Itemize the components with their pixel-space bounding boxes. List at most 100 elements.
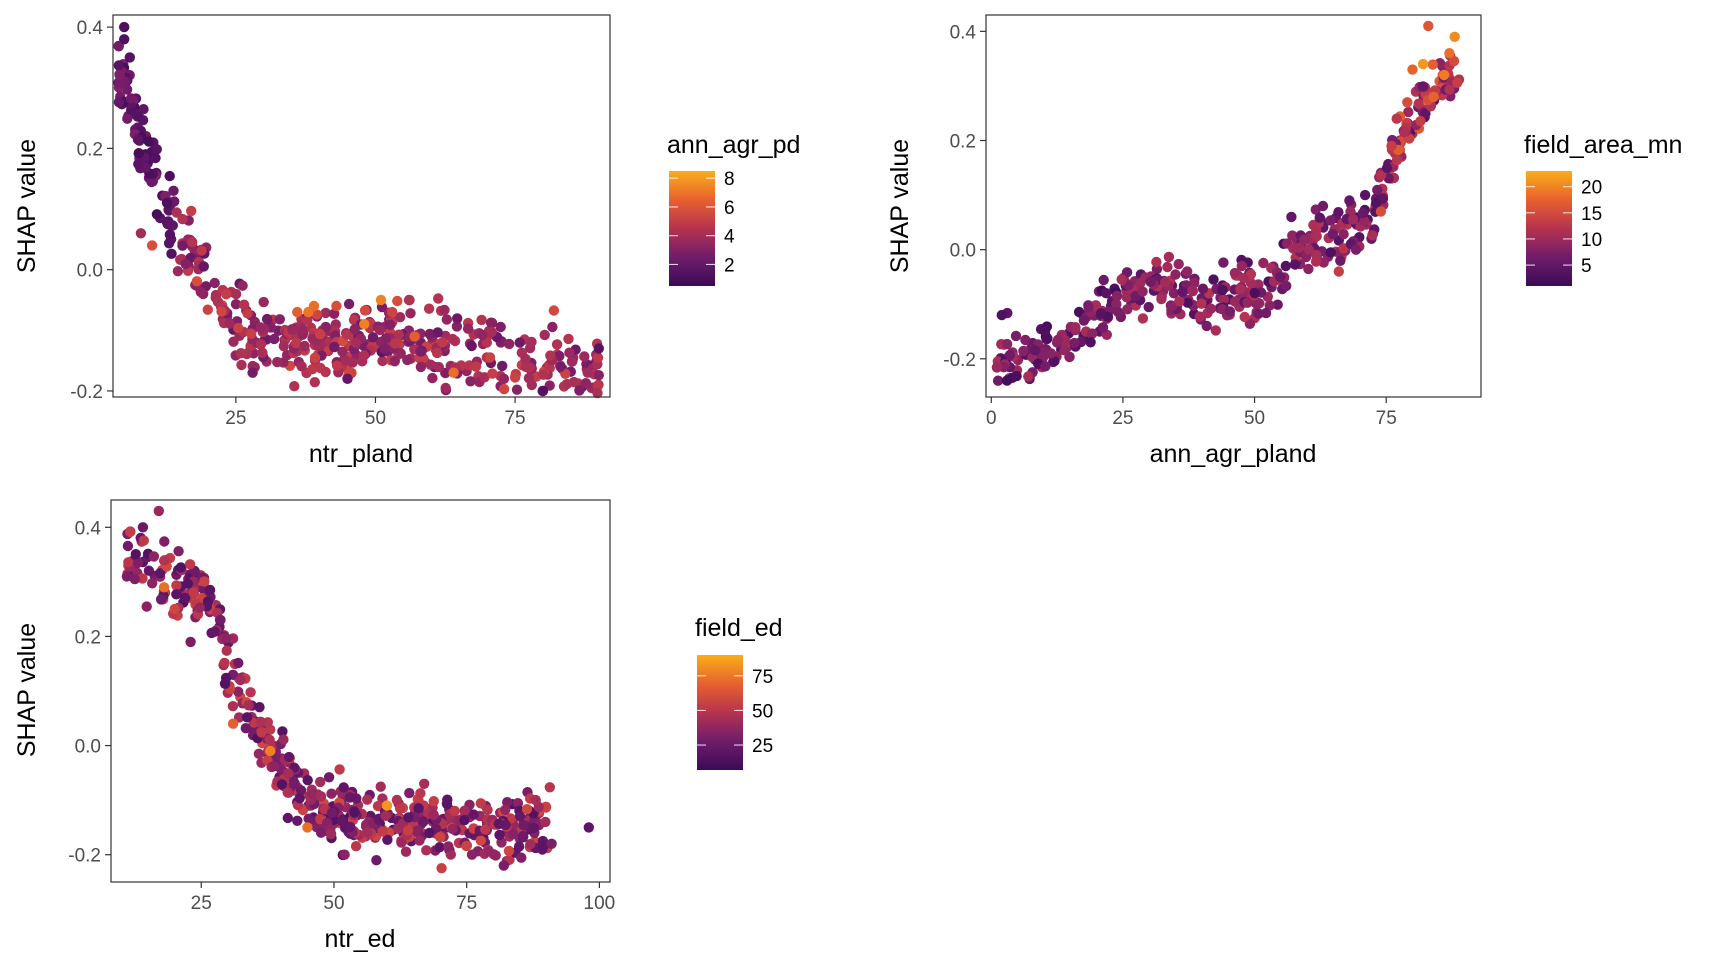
scatter-point — [509, 372, 521, 383]
scatter-point — [498, 860, 509, 871]
scatter-point — [255, 339, 267, 350]
scatter-point — [326, 807, 338, 818]
scatter-point — [1281, 280, 1292, 292]
scatter-point — [1300, 251, 1312, 263]
scatter-point — [494, 829, 505, 841]
scatter-point — [336, 815, 348, 827]
scatter-point — [261, 313, 273, 325]
scatter-point — [1289, 259, 1301, 270]
scatter-point — [219, 657, 230, 669]
x-tick-label: 25 — [191, 893, 212, 914]
scatter-point — [1112, 306, 1124, 318]
scatter-point — [186, 205, 197, 217]
y-axis-title: SHAP value — [886, 139, 914, 273]
scatter-point — [253, 748, 265, 759]
scatter-point — [991, 362, 1003, 373]
scatter-point — [292, 306, 303, 318]
scatter-point — [1163, 251, 1175, 263]
y-axis-title: SHAP value — [13, 623, 41, 757]
scatter-point — [1391, 113, 1402, 124]
scatter-point — [195, 286, 206, 298]
scatter-point — [375, 294, 387, 306]
scatter-point — [1023, 371, 1034, 382]
scatter-point — [119, 21, 130, 33]
scatter-point — [150, 152, 161, 164]
scatter-point — [449, 805, 460, 817]
scatter-point — [436, 863, 447, 874]
scatter-point — [1210, 325, 1222, 336]
points-layer — [113, 21, 604, 399]
scatter-point — [394, 312, 406, 323]
legend-tick-label: 2 — [724, 255, 735, 276]
scatter-point — [493, 818, 504, 829]
scatter-point — [563, 333, 574, 345]
scatter-point — [503, 845, 515, 857]
scatter-point — [209, 626, 221, 637]
scatter-point — [530, 794, 541, 806]
y-axis-title: SHAP value — [13, 139, 41, 273]
scatter-point — [209, 277, 220, 289]
scatter-point — [447, 333, 458, 345]
scatter-point — [538, 369, 549, 380]
x-tick-label: 75 — [456, 893, 477, 914]
scatter-point — [146, 240, 158, 251]
scatter-point — [227, 701, 239, 712]
scatter-point — [233, 657, 244, 669]
scatter-point — [1359, 189, 1371, 201]
scatter-point — [1335, 255, 1346, 266]
scatter-point — [196, 245, 207, 256]
y-axis-ticks: -0.2 0.0 0.2 0.4 — [943, 22, 986, 371]
legend-title: ann_agr_pd — [667, 131, 800, 159]
x-tick-label: 75 — [504, 408, 525, 429]
scatter-point — [396, 837, 407, 848]
legend-tick-label: 25 — [752, 736, 773, 757]
scatter-point — [1444, 84, 1455, 95]
scatter-point — [518, 819, 529, 831]
scatter-point — [137, 573, 148, 584]
scatter-point — [204, 584, 216, 596]
y-tick-label: 0.2 — [950, 132, 976, 153]
scatter-point — [448, 367, 459, 378]
scatter-point — [187, 236, 198, 248]
scatter-point — [1402, 97, 1413, 108]
scatter-point — [1386, 140, 1397, 152]
scatter-point — [362, 827, 373, 838]
scatter-point — [282, 787, 293, 798]
scatter-point — [381, 800, 393, 811]
scatter-point — [215, 614, 226, 626]
scatter-point — [385, 319, 396, 330]
scatter-point — [400, 846, 412, 857]
scatter-point — [1156, 293, 1167, 305]
scatter-point — [221, 645, 232, 656]
scatter-point — [537, 385, 549, 397]
scatter-point — [466, 849, 478, 860]
scatter-point — [191, 276, 203, 287]
scatter-point — [441, 314, 452, 325]
scatter-point — [358, 350, 370, 361]
legend-tick-label: 10 — [1581, 230, 1602, 251]
scatter-point — [302, 775, 313, 786]
scatter-point — [500, 804, 511, 815]
scatter-point — [268, 761, 280, 772]
scatter-point — [1235, 283, 1246, 295]
scatter-point — [440, 382, 451, 394]
scatter-point — [323, 772, 335, 783]
scatter-point — [992, 375, 1004, 386]
scatter-point — [1417, 58, 1429, 70]
scatter-point — [1224, 306, 1236, 317]
scatter-point — [1173, 258, 1184, 270]
scatter-point — [1399, 126, 1410, 137]
scatter-point — [555, 361, 566, 372]
scatter-point — [437, 337, 448, 348]
scatter-point — [202, 304, 213, 315]
scatter-point — [113, 60, 125, 71]
scatter-point — [1194, 311, 1206, 322]
legend-tick-label: 4 — [724, 227, 735, 248]
scatter-point — [240, 723, 251, 734]
scatter-point — [392, 295, 403, 307]
scatter-point — [445, 849, 456, 860]
scatter-point — [122, 113, 133, 124]
scatter-point — [1039, 325, 1051, 336]
scatter-point — [1182, 297, 1193, 308]
scatter-point — [415, 346, 426, 357]
